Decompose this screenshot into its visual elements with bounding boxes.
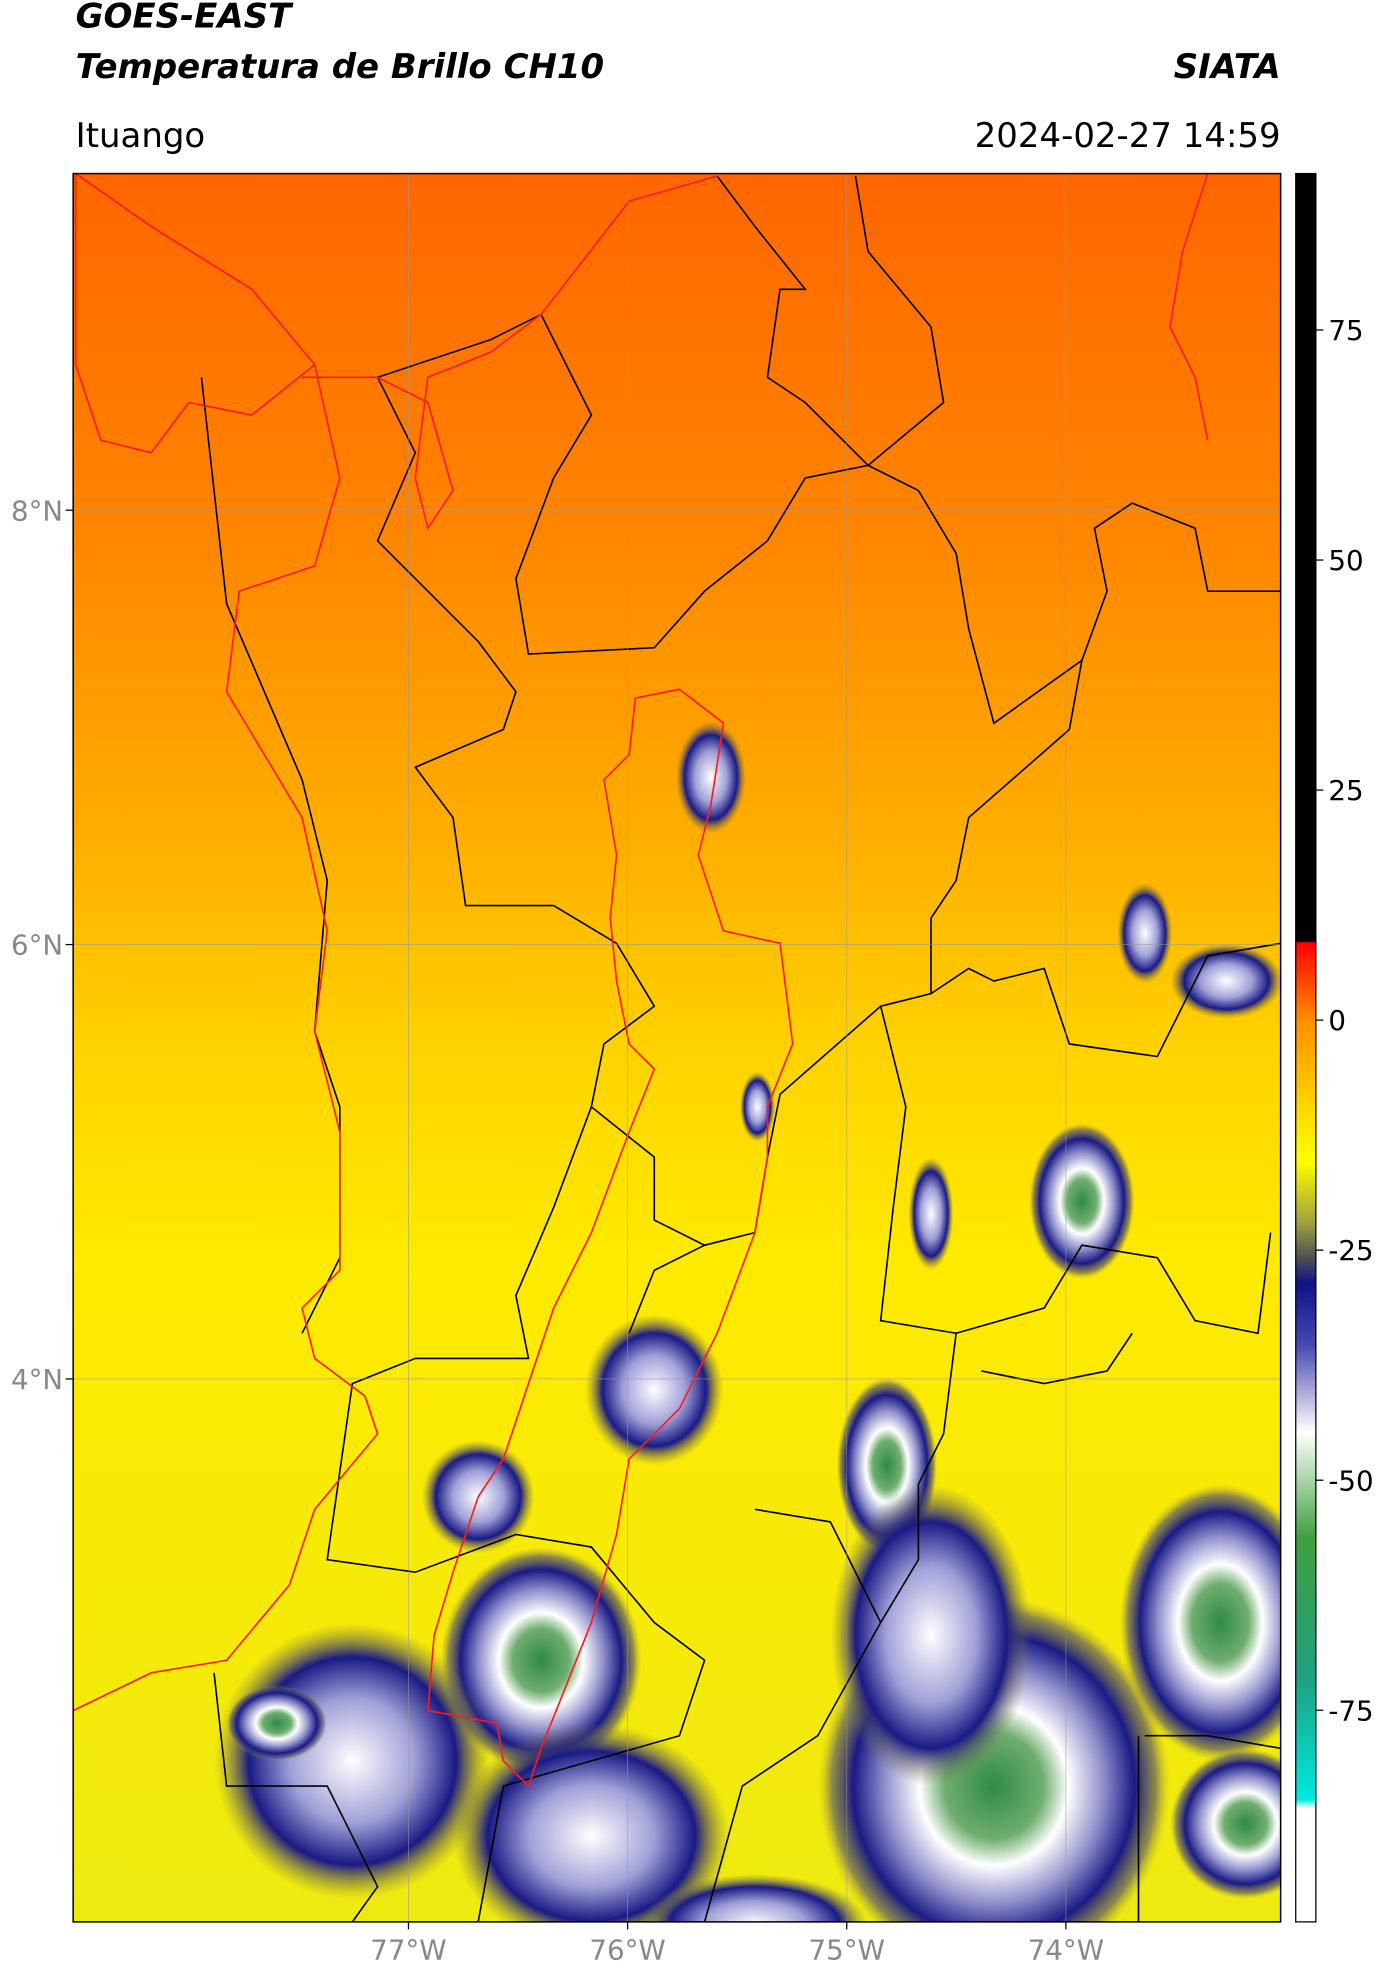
x-tick-label: 77°W [370,1934,446,1967]
borders [200,175,1281,1922]
y-tick-label: 8°N [11,494,63,527]
x-tick-label: 76°W [589,1934,665,1967]
title: GOES-EAST [76,0,294,37]
location: Ituango [76,116,206,156]
colorbar-tick-label: 0 [1328,1004,1346,1037]
y-tick-label: 4°N [11,1363,63,1396]
datetime: 2024-02-27 14:59 [975,116,1281,156]
colorbar [1295,172,1317,1923]
colorbar-tick-label: 25 [1328,774,1363,807]
colorbar-tick-label: 50 [1328,544,1363,577]
colorbar-tick-label: -50 [1328,1464,1373,1497]
colorbar-tick-label: -25 [1328,1234,1373,1267]
y-tick-label: 6°N [11,929,63,962]
graticule [73,173,1281,1922]
colorbar-tick-label: -75 [1328,1694,1373,1727]
coastline-and-region [73,173,1209,1788]
map-area [73,173,1281,1922]
source: SIATA [1174,47,1281,87]
colorbar-tick-label: 75 [1328,314,1363,347]
x-tick-label: 75°W [809,1934,885,1967]
map-frame [72,172,1282,1923]
x-tick-label: 74°W [1028,1934,1104,1967]
cloud-tops [214,720,1281,1922]
subtitle: Temperatura de Brillo CH10 [76,47,604,87]
tick-layer: 77°W 76°W 75°W 74°W 4°N 6°N 8°N -75 -50 -25 0 25 50 7… [11,314,1374,1967]
